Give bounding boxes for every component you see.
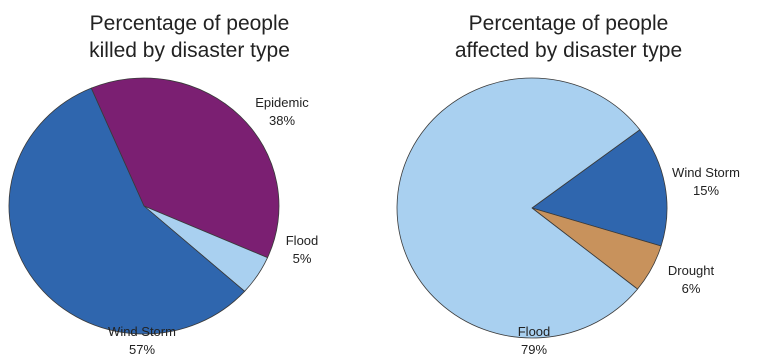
slice-label-wind-storm: Wind Storm: [108, 324, 176, 339]
chart-title-affected: Percentage of people affected by disaste…: [379, 10, 758, 64]
pie-slice-epidemic: [90, 77, 280, 259]
pie-slice-wind-storm: [531, 129, 668, 247]
pie-killed: Epidemic 38% Flood 5% Wind Storm 57%: [8, 77, 319, 357]
chart-title-affected-line-1: Percentage of people: [468, 12, 669, 35]
chart-title-affected-line-2: affected by disaster type: [454, 39, 683, 62]
slice-value-label-flood: 79%: [521, 342, 547, 357]
slice-label-flood: Flood: [286, 233, 319, 248]
pie-slice-flood: [396, 77, 641, 339]
slice-value-label-wind-storm: 57%: [129, 342, 155, 357]
slice-label-epidemic: Epidemic: [255, 95, 309, 110]
chart-killed-by-disaster: Percentage of people killed by disaster …: [0, 10, 379, 357]
slice-label-wind-storm: Wind Storm: [672, 165, 740, 180]
slice-label-drought: Drought: [668, 263, 715, 278]
chart-affected-by-disaster: Percentage of people affected by disaste…: [379, 0, 758, 361]
pie-slice-wind-storm: [8, 87, 246, 335]
slice-label-flood: Flood: [518, 324, 551, 339]
slice-value-label-flood: 5%: [293, 251, 312, 266]
slice-value-label-drought: 6%: [682, 281, 701, 296]
chart-title-killed: Percentage of people killed by disaster …: [0, 10, 379, 64]
chart-title-killed-line-1: Percentage of people: [89, 12, 290, 35]
slice-value-label-epidemic: 38%: [269, 113, 295, 128]
chart-title-killed-line-2: killed by disaster type: [89, 39, 290, 62]
pie-affected: Wind Storm 15% Drought 6% Flood 79%: [396, 77, 740, 357]
slice-value-label-wind-storm: 15%: [693, 183, 719, 198]
